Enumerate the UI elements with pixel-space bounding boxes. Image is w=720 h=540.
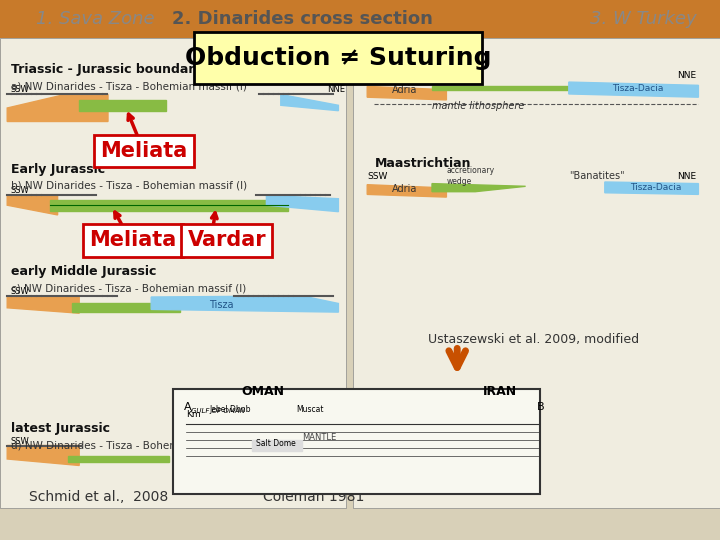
- Text: Campanian: Campanian: [374, 55, 453, 68]
- Text: SSW: SSW: [11, 85, 30, 94]
- Text: Coleman 1981: Coleman 1981: [263, 490, 364, 504]
- Text: Obduction ≠ Suturing: Obduction ≠ Suturing: [185, 46, 492, 70]
- Text: IRAN: IRAN: [483, 385, 518, 399]
- Polygon shape: [605, 182, 698, 194]
- Text: a) NW Dinarides - Tisza - Bohemian massif (I): a) NW Dinarides - Tisza - Bohemian massi…: [11, 81, 247, 91]
- Text: latest Jurassic: latest Jurassic: [11, 422, 109, 435]
- Polygon shape: [72, 303, 180, 312]
- Text: Tisza: Tisza: [209, 300, 233, 310]
- Polygon shape: [7, 94, 108, 122]
- Text: GULF OF OMAN: GULF OF OMAN: [191, 408, 245, 414]
- Text: Meliata: Meliata: [100, 141, 188, 161]
- Text: 1. Sava Zone: 1. Sava Zone: [36, 10, 155, 28]
- Text: Early Jurassic: Early Jurassic: [11, 163, 105, 176]
- FancyBboxPatch shape: [194, 32, 482, 84]
- Text: Adria: Adria: [392, 184, 418, 194]
- Text: SSW: SSW: [11, 437, 30, 446]
- Text: Vardar: Vardar: [187, 230, 266, 251]
- Text: Tisza-Dacia: Tisza-Dacia: [612, 84, 663, 93]
- Text: Schmid et al.,  2008: Schmid et al., 2008: [29, 490, 168, 504]
- Text: SSW: SSW: [11, 186, 30, 195]
- Bar: [173, 389, 540, 494]
- Text: d) NW Dinarides - Tisza - Bohemia...: d) NW Dinarides - Tisza - Bohemia...: [11, 440, 199, 450]
- Text: Adria: Adria: [392, 85, 418, 96]
- Text: b) NW Dinarides - Tisza - Bohemian massif (I): b) NW Dinarides - Tisza - Bohemian massi…: [11, 181, 247, 191]
- Bar: [0, 38, 346, 508]
- Polygon shape: [367, 185, 446, 197]
- Bar: [0, 0, 720, 38]
- Polygon shape: [68, 456, 169, 462]
- Polygon shape: [151, 296, 338, 312]
- Polygon shape: [7, 446, 79, 465]
- Text: mantle lithosphere: mantle lithosphere: [432, 101, 524, 111]
- Text: MANTLE: MANTLE: [302, 433, 337, 442]
- Bar: [353, 38, 720, 508]
- Polygon shape: [50, 200, 288, 211]
- Polygon shape: [266, 195, 338, 212]
- Text: Salt Dome: Salt Dome: [256, 439, 295, 448]
- Text: B: B: [536, 402, 544, 413]
- Polygon shape: [432, 184, 526, 192]
- Text: SSW: SSW: [367, 172, 387, 181]
- Text: A: A: [184, 402, 192, 413]
- Text: SSW: SSW: [367, 71, 387, 80]
- Polygon shape: [432, 86, 590, 90]
- Text: OMAN: OMAN: [241, 385, 284, 399]
- Text: Km: Km: [186, 410, 200, 419]
- Text: NNE: NNE: [677, 172, 696, 181]
- Text: SSW: SSW: [11, 287, 30, 296]
- Text: c) NW Dinarides - Tisza - Bohemian massif (I): c) NW Dinarides - Tisza - Bohemian massi…: [11, 284, 246, 294]
- Polygon shape: [7, 195, 58, 215]
- Text: Jebel Dhnb: Jebel Dhnb: [210, 405, 251, 414]
- Text: "Banatites": "Banatites": [569, 171, 624, 181]
- Text: NNE: NNE: [677, 71, 696, 80]
- Polygon shape: [79, 100, 166, 111]
- Text: Muscat: Muscat: [296, 405, 323, 414]
- Polygon shape: [281, 94, 338, 111]
- Polygon shape: [7, 296, 79, 313]
- Text: Meliata: Meliata: [89, 230, 177, 251]
- Text: early Middle Jurassic: early Middle Jurassic: [11, 265, 156, 279]
- Polygon shape: [367, 86, 446, 100]
- Text: Ustaszewski et al. 2009, modified: Ustaszewski et al. 2009, modified: [428, 333, 639, 346]
- Text: 2. Dinarides cross section: 2. Dinarides cross section: [172, 10, 433, 28]
- Text: NNE: NNE: [328, 85, 346, 94]
- Text: Triassic - Jurassic boundary: Triassic - Jurassic boundary: [11, 63, 202, 76]
- Text: Tisza-Dacia: Tisza-Dacia: [630, 183, 681, 192]
- Polygon shape: [569, 82, 698, 97]
- Text: Maastrichtian: Maastrichtian: [374, 157, 471, 171]
- Polygon shape: [252, 440, 302, 451]
- Text: 3. W Turkey: 3. W Turkey: [590, 10, 697, 28]
- Text: accretionary
wedge: accretionary wedge: [446, 166, 495, 186]
